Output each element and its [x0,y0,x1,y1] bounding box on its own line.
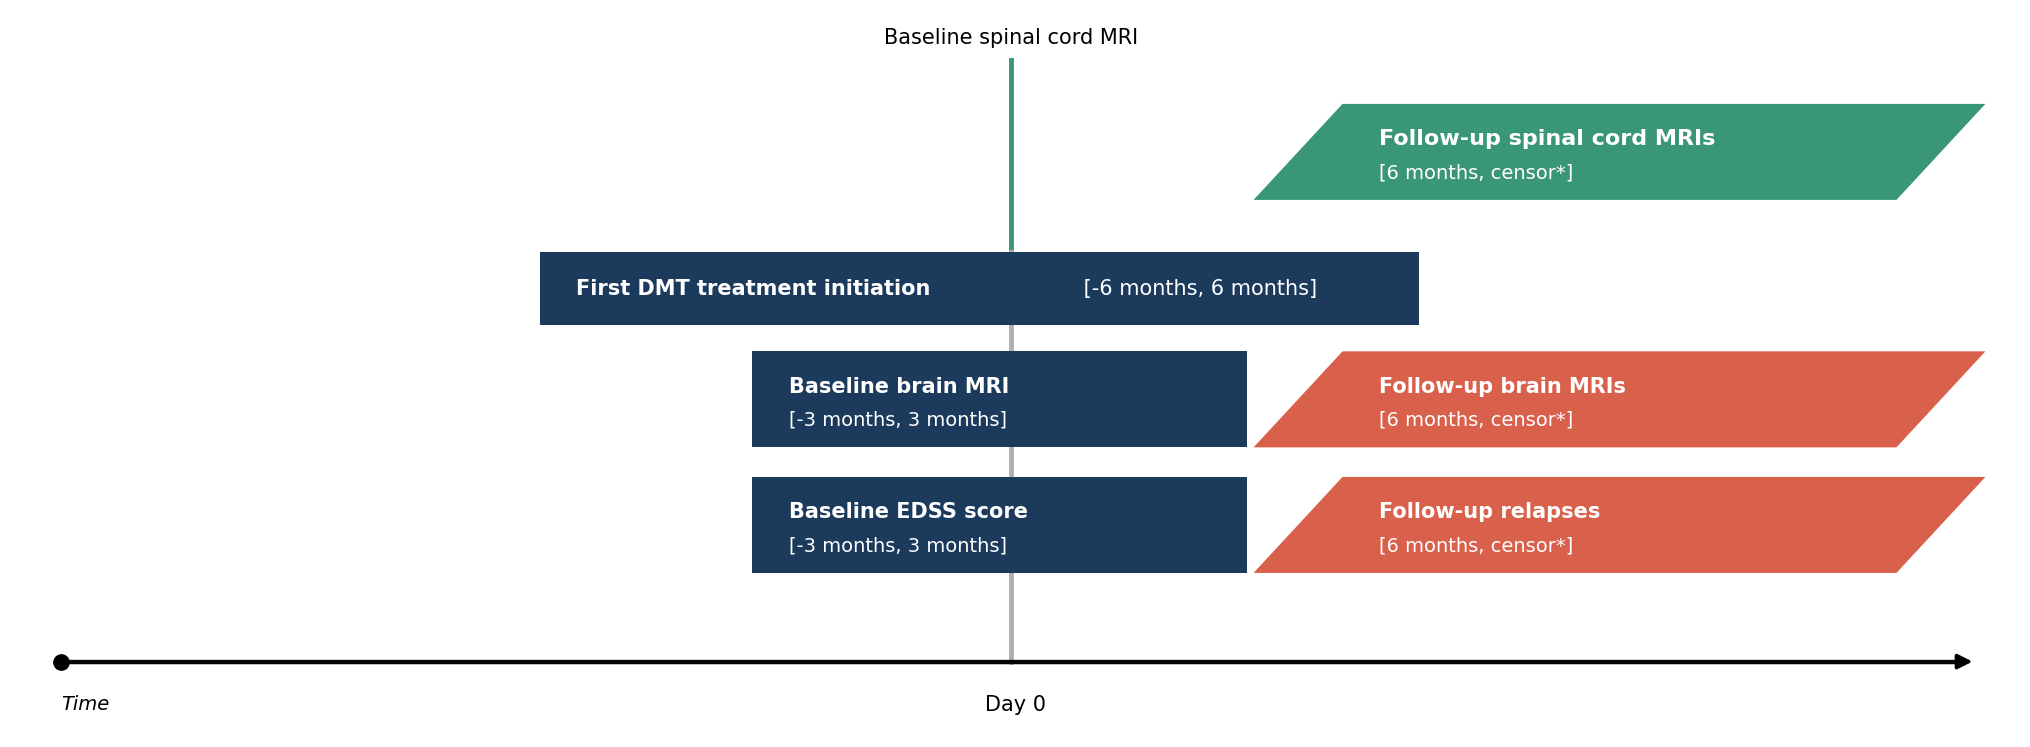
Text: Follow-up brain MRIs: Follow-up brain MRIs [1378,377,1626,397]
Text: [-6 months, 6 months]: [-6 months, 6 months] [1076,279,1317,299]
Text: Day 0: Day 0 [985,695,1045,715]
Text: Time: Time [61,695,110,714]
Polygon shape [1255,477,1985,573]
Text: Baseline EDSS score: Baseline EDSS score [788,503,1027,522]
Text: Baseline brain MRI: Baseline brain MRI [788,377,1009,397]
Polygon shape [1255,104,1985,200]
Text: First DMT treatment initiation: First DMT treatment initiation [577,279,930,299]
Text: [6 months, censor*]: [6 months, censor*] [1378,164,1573,182]
Text: Follow-up relapses: Follow-up relapses [1378,503,1600,522]
Text: [6 months, censor*]: [6 months, censor*] [1378,411,1573,430]
Bar [753,477,1248,573]
Bar [540,252,1419,326]
Text: Follow-up spinal cord MRIs: Follow-up spinal cord MRIs [1378,129,1715,149]
Text: [6 months, censor*]: [6 months, censor*] [1378,536,1573,556]
Text: [-3 months, 3 months]: [-3 months, 3 months] [788,536,1007,556]
Bar [753,351,1248,447]
Text: [-3 months, 3 months]: [-3 months, 3 months] [788,411,1007,430]
Text: Baseline spinal cord MRI: Baseline spinal cord MRI [883,28,1139,49]
Polygon shape [1255,351,1985,447]
